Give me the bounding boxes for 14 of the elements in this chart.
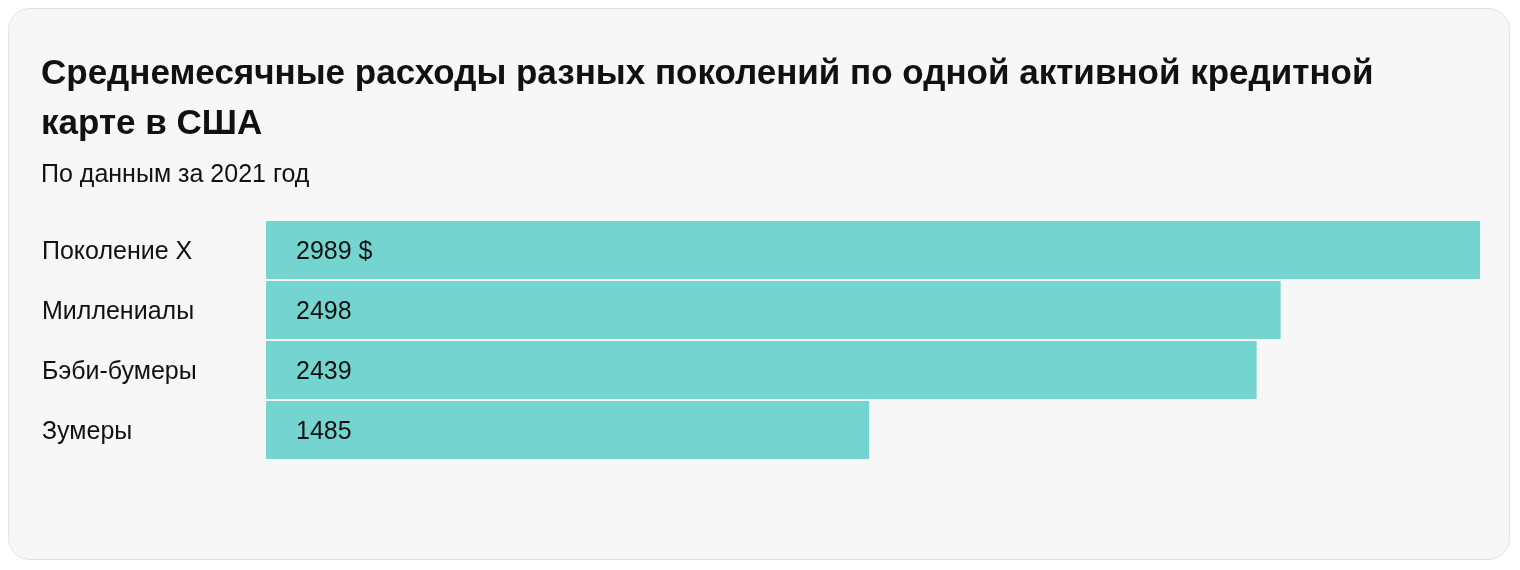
bar [266,401,870,459]
y-tick-label: Миллениалы [42,296,195,324]
y-tick-label: Поколение X [42,236,193,264]
chart-subtitle: По данным за 2021 год [41,159,310,188]
bar [266,341,1257,399]
y-tick-label: Бэби-бумеры [42,356,197,384]
data-label: 2498 [296,296,352,324]
data-label: 2439 [296,356,352,384]
data-label: 2989 $ [296,236,373,264]
data-label: 1485 [296,416,352,444]
bar [266,221,1480,279]
chart-title: Среднемесячные расходы разных поколений по одной активной кредитной карте в США [41,51,1375,143]
y-tick-label: Зумеры [42,416,133,444]
bar [266,281,1281,339]
